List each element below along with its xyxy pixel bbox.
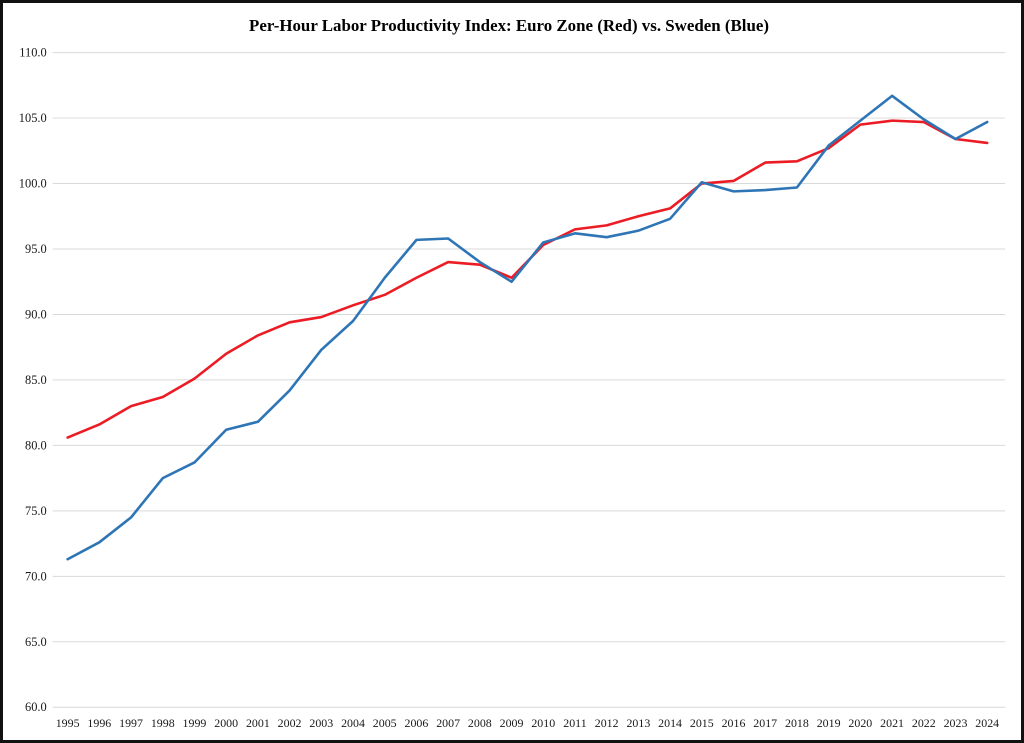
y-axis-tick-label: 90.0: [25, 307, 47, 321]
x-axis-tick-label: 2011: [563, 716, 586, 730]
x-axis-tick-label: 2015: [690, 716, 714, 730]
x-axis-tick-label: 1999: [183, 716, 207, 730]
x-axis-tick-label: 2007: [436, 716, 460, 730]
y-axis-tick-label: 110.0: [19, 46, 46, 60]
x-axis-tick-label: 2003: [309, 716, 333, 730]
y-axis-tick-label: 105.0: [19, 111, 47, 125]
x-axis-tick-label: 1997: [119, 716, 143, 730]
x-axis-tick-label: 2005: [373, 716, 397, 730]
y-axis-tick-labels: 60.0 65.0 70.0 75.0 80.0 85.0 90.0 95.0 100.0 105…: [19, 46, 47, 715]
chart-canvas: Per-Hour Labor Productivity Index: Euro …: [19, 16, 1006, 730]
x-axis-tick-label: 2008: [468, 716, 492, 730]
x-axis-tick-label: 2009: [500, 716, 524, 730]
sweden-line: [66, 94, 989, 561]
x-axis-tick-label: 2013: [626, 716, 650, 730]
y-axis-tick-label: 80.0: [25, 438, 47, 452]
y-axis-tick-label: 95.0: [25, 242, 47, 256]
x-axis-tick-label: 2021: [880, 716, 904, 730]
x-axis-tick-label: 2002: [278, 716, 302, 730]
y-axis-tick-label: 60.0: [25, 700, 47, 714]
x-axis-tick-label: 2000: [214, 716, 238, 730]
x-axis-tick-label: 2006: [405, 716, 429, 730]
x-axis-tick-label: 2014: [658, 716, 682, 730]
x-axis-tick-label: 2010: [531, 716, 555, 730]
x-axis-tick-label: 2004: [341, 716, 365, 730]
gridlines: [52, 52, 1006, 708]
x-axis-tick-label: 2001: [246, 716, 270, 730]
x-axis-tick-label: 2018: [785, 716, 809, 730]
x-axis-tick-label: 2022: [912, 716, 936, 730]
x-axis-tick-label: 2024: [975, 716, 999, 730]
x-axis-tick-labels: 1995 1996 1997 1998 1999 2000 2001 2002 2003 2004…: [56, 716, 999, 730]
data-series: [66, 94, 989, 561]
x-axis-tick-label: 2023: [944, 716, 968, 730]
x-axis-tick-label: 2019: [817, 716, 841, 730]
euro-zone-line: [66, 119, 989, 439]
y-axis-tick-label: 75.0: [25, 504, 47, 518]
x-axis-tick-label: 2012: [595, 716, 619, 730]
y-axis-tick-label: 100.0: [19, 177, 47, 191]
y-axis-tick-label: 85.0: [25, 373, 47, 387]
x-axis-tick-label: 2016: [722, 716, 746, 730]
x-axis-tick-label: 2017: [753, 716, 777, 730]
y-axis-tick-label: 70.0: [25, 569, 47, 583]
y-axis-tick-label: 65.0: [25, 635, 47, 649]
x-axis-tick-label: 2020: [848, 716, 872, 730]
x-axis-tick-label: 1995: [56, 716, 80, 730]
x-axis-tick-label: 1998: [151, 716, 175, 730]
x-axis-tick-label: 1996: [87, 716, 111, 730]
chart-title: Per-Hour Labor Productivity Index: Euro …: [249, 16, 769, 35]
